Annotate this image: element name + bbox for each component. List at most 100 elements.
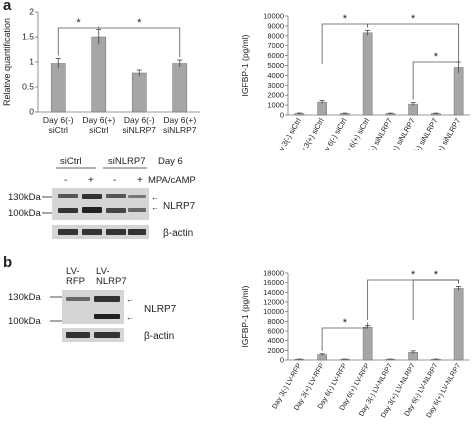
blot-a-band xyxy=(128,208,146,212)
chart-igfbp1-lv-nlrp7: 0200040006000800010000120001400016000180… xyxy=(240,269,470,419)
y-axis-label: IGFBP-1 (pg/ml) xyxy=(240,34,250,96)
y-tick-label: 0 xyxy=(29,107,34,117)
y-axis-label: Relative quantification xyxy=(2,18,12,106)
blot-a-band xyxy=(106,229,126,235)
significance-bracket xyxy=(367,23,460,60)
significance-bracket xyxy=(412,279,460,320)
bar xyxy=(91,36,107,113)
x-tick-label: Day 6(-) siNLRP7 xyxy=(122,115,156,135)
blot-a-band xyxy=(82,207,102,213)
blot-a-band xyxy=(58,229,78,235)
bar xyxy=(50,63,66,113)
x-tick-label: Day 6(+) siNLRP7 xyxy=(163,115,197,135)
panel-label-b: b xyxy=(3,254,13,271)
bar xyxy=(362,32,373,116)
blot-a-band xyxy=(82,229,102,235)
bar xyxy=(408,103,418,116)
y-tick-label: 16000 xyxy=(263,278,284,287)
blot-a-sign: - xyxy=(64,175,67,186)
blot-b-size-marker: 130kDa xyxy=(8,292,41,303)
blot-a-band xyxy=(82,194,102,199)
blot-a-group-label: siNLRP7 xyxy=(108,156,146,167)
blot-b-band xyxy=(94,296,120,302)
significance-star: * xyxy=(137,17,142,29)
y-tick-label: 18000 xyxy=(263,269,284,278)
significance-bracket xyxy=(321,322,369,351)
y-tick-label: 1 xyxy=(29,57,34,67)
blot-a-sign: - xyxy=(113,175,116,186)
blot-b-arrow: ← xyxy=(126,313,134,322)
x-tick-label: Day 6(-) siCtrl xyxy=(43,115,74,135)
blot-a-arrow: ← xyxy=(151,193,159,202)
y-tick-label: 9000 xyxy=(267,21,284,30)
bar xyxy=(172,63,188,113)
y-tick-label: 0 xyxy=(280,111,284,120)
y-tick-label: 3000 xyxy=(267,81,284,90)
significance-star: * xyxy=(411,269,416,281)
blot-a-protein-label: NLRP7 xyxy=(163,201,196,212)
blot-b-size-marker: 100kDa xyxy=(8,316,41,327)
blot-a-sign: + xyxy=(137,175,143,186)
blot-b-lane-label: LV-NLRP7 xyxy=(96,266,127,287)
y-axis-label: IGFBP-1 (pg/ml) xyxy=(240,285,250,347)
blot-a-band xyxy=(106,208,126,213)
bar xyxy=(317,101,327,116)
chart-relative-quantification: 0 0.5 1 1.5 2 Relative quantification Day 6(-)… xyxy=(2,7,200,135)
significance-star: * xyxy=(343,13,348,25)
blot-b-lane-label: LV-RFP xyxy=(66,266,85,287)
blot-a-loading-control: β-actin xyxy=(163,228,193,239)
significance-bracket xyxy=(98,26,181,57)
blot-a-band xyxy=(128,195,146,198)
western-blot-b: LV-RFP LV-NLRP7 130kDa 100kDa ← ← NLRP7 … xyxy=(8,266,177,342)
bar xyxy=(453,67,464,116)
y-tick-label: 2000 xyxy=(267,91,284,100)
y-tick-label: 4000 xyxy=(267,71,284,80)
y-tick-label: 8000 xyxy=(267,317,284,326)
blot-a-sign: + xyxy=(88,175,94,186)
blot-b-band xyxy=(94,332,120,338)
x-tick-label: Day 3(-) siCtrl xyxy=(272,116,303,150)
bar xyxy=(131,72,147,113)
blot-a-band xyxy=(58,194,78,198)
blot-a-nlrp7-membrane xyxy=(52,188,149,220)
significance-star: * xyxy=(411,13,416,25)
blot-b-band xyxy=(66,332,90,338)
blot-a-size-marker: 130kDa xyxy=(8,192,41,203)
blot-b-band xyxy=(94,314,120,319)
blot-a-arrow: ← xyxy=(151,203,159,212)
blot-a-size-marker: 100kDa xyxy=(8,208,41,219)
y-tick-label: 4000 xyxy=(267,336,284,345)
y-tick-label: 0 xyxy=(280,356,284,365)
blot-a-band xyxy=(128,229,146,235)
chart-igfbp1-sinlrp7: 0100020003000400050006000700080009000100… xyxy=(240,12,470,150)
significance-star: * xyxy=(434,51,439,63)
significance-star: * xyxy=(434,269,439,281)
blot-a-treatment-label: MPA/cAMP xyxy=(148,175,196,186)
y-tick-label: 5000 xyxy=(267,61,284,70)
y-tick-label: 1000 xyxy=(267,101,284,110)
blot-b-loading-control: β-actin xyxy=(144,331,174,342)
blot-a-group-label: siCtrl xyxy=(60,156,82,167)
blot-a-band xyxy=(106,194,126,198)
blot-a-band xyxy=(58,208,78,213)
y-tick-label: 14000 xyxy=(263,288,284,297)
bar xyxy=(453,288,464,361)
significance-star: * xyxy=(343,317,348,329)
y-tick-label: 2000 xyxy=(267,346,284,355)
y-tick-label: 10000 xyxy=(263,307,284,316)
x-tick-label: Day 6(+) siCtrl xyxy=(82,115,115,135)
y-tick-label: 0.5 xyxy=(22,82,34,92)
significance-bracket xyxy=(412,59,460,100)
western-blot-a: siCtrl siNLRP7 Day 6 - + - + MPA/cAMP 13… xyxy=(8,156,196,239)
blot-b-actin-membrane xyxy=(62,328,124,342)
blot-b-protein-label: NLRP7 xyxy=(144,304,177,315)
panel-label-a: a xyxy=(3,0,12,14)
y-tick-label: 12000 xyxy=(263,298,284,307)
significance-bracket xyxy=(321,23,369,64)
y-tick-label: 2 xyxy=(29,7,34,17)
y-tick-label: 1.5 xyxy=(22,32,34,42)
blot-a-group-label: Day 6 xyxy=(158,156,183,167)
y-tick-label: 6000 xyxy=(267,327,284,336)
y-tick-label: 10000 xyxy=(263,12,284,21)
